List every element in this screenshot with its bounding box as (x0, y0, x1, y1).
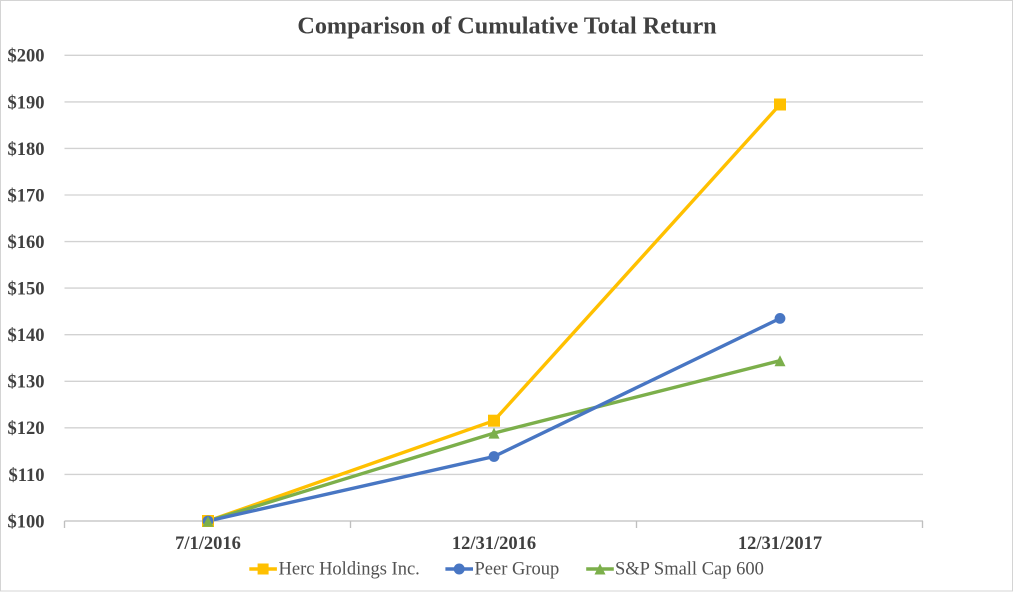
svg-text:Comparison of Cumulative Total: Comparison of Cumulative Total Return (297, 13, 717, 40)
svg-text:S&P Small Cap 600: S&P Small Cap 600 (615, 560, 764, 580)
svg-text:$170: $170 (8, 186, 45, 206)
svg-text:Herc Holdings Inc.: Herc Holdings Inc. (279, 560, 420, 580)
svg-text:12/31/2016: 12/31/2016 (452, 534, 536, 554)
svg-text:$160: $160 (8, 233, 45, 253)
svg-text:$190: $190 (8, 93, 45, 113)
svg-text:$200: $200 (8, 47, 45, 67)
svg-text:12/31/2017: 12/31/2017 (738, 534, 822, 554)
svg-text:$180: $180 (8, 140, 45, 160)
svg-text:$140: $140 (8, 326, 45, 346)
svg-text:$110: $110 (9, 466, 45, 486)
svg-text:$150: $150 (8, 280, 45, 300)
svg-text:$100: $100 (8, 512, 45, 532)
svg-text:$120: $120 (8, 419, 45, 439)
svg-text:$130: $130 (8, 373, 45, 393)
svg-text:Peer Group: Peer Group (475, 560, 560, 580)
svg-text:7/1/2016: 7/1/2016 (175, 534, 241, 554)
